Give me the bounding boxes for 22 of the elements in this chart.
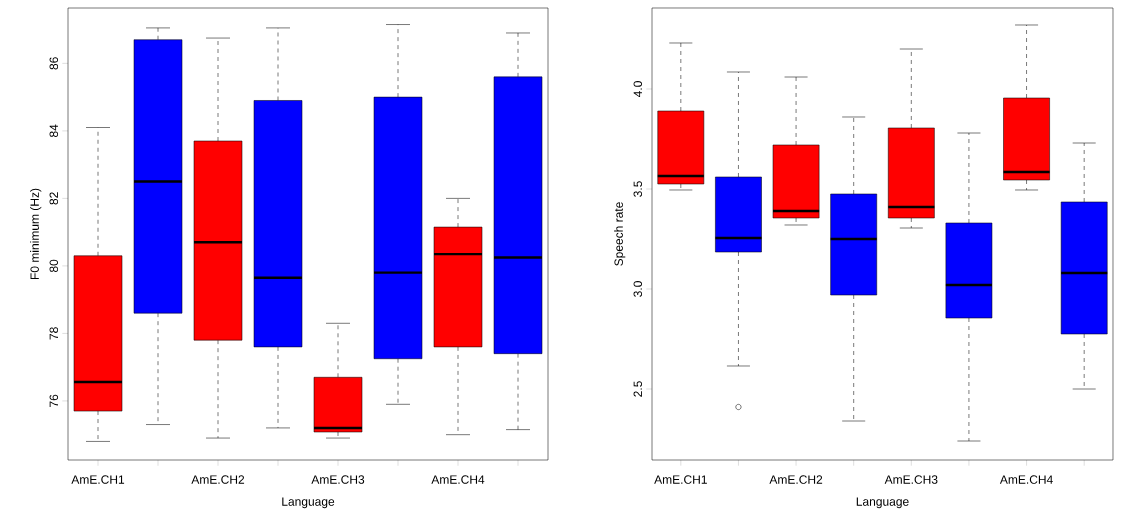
y-tick-label: 2.5 <box>633 381 643 397</box>
y-tick-label: 76 <box>49 394 59 407</box>
x-tick-label: AmE.CH3 <box>884 475 938 484</box>
y-tick-label: 3.5 <box>633 181 643 197</box>
y-axis-title: Speech rate <box>614 202 626 266</box>
y-tick-label: 80 <box>49 259 59 273</box>
x-tick-label: AmE.CH1 <box>71 475 125 484</box>
y-tick-label: 78 <box>49 327 59 340</box>
x-tick-label: AmE.CH3 <box>311 475 365 484</box>
y-tick-label: 3.0 <box>633 281 643 297</box>
y-tick-label: 86 <box>49 57 59 70</box>
y-tick-label: 82 <box>49 192 59 205</box>
x-tick-label: AmE.CH4 <box>431 475 485 484</box>
x-tick-label: AmE.CH1 <box>654 475 707 484</box>
y-tick-label: 84 <box>49 124 59 138</box>
y-tick-label: 4.0 <box>633 81 643 98</box>
y-axis-title: F0 minimum (Hz) <box>30 188 42 280</box>
x-axis-title: Language <box>856 497 909 509</box>
x-axis-title: Language <box>282 497 335 509</box>
x-tick-label: AmE.CH2 <box>191 475 245 484</box>
x-tick-label: AmE.CH2 <box>769 475 823 484</box>
x-tick-label: AmE.CH4 <box>999 475 1053 484</box>
